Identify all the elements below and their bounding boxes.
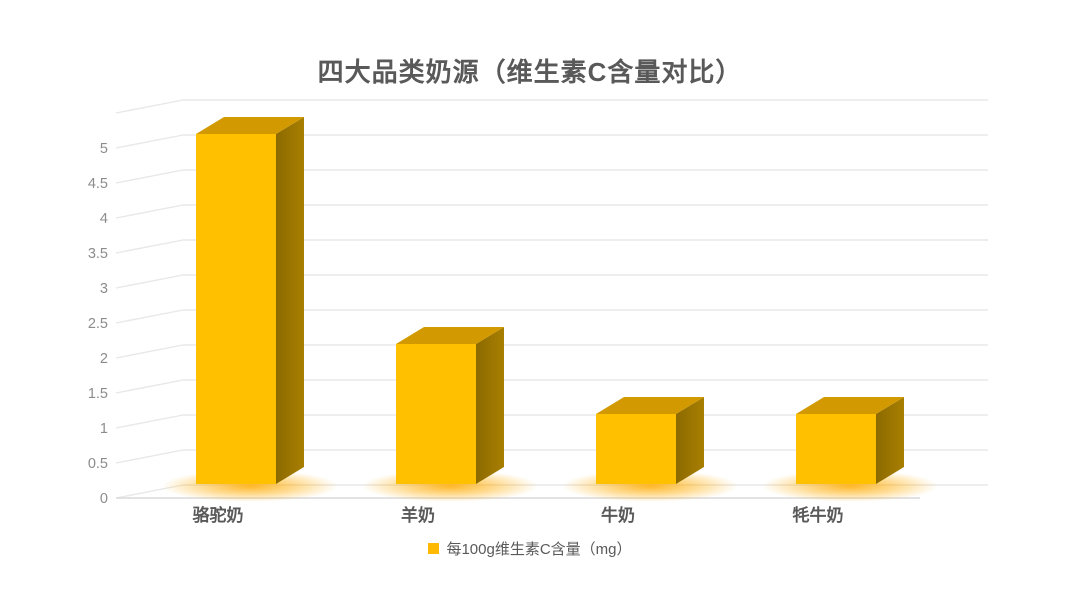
y-tick-label: 2.5	[88, 316, 108, 332]
bar-side-face	[276, 117, 304, 484]
grid-line-diagonal	[115, 379, 184, 394]
y-tick-label: 4.5	[88, 176, 108, 192]
bar-front-face	[596, 414, 676, 484]
grid-line-diagonal	[115, 449, 184, 464]
y-tick-label: 5	[100, 141, 108, 157]
bar-front-face	[396, 344, 476, 484]
x-category-label: 羊奶	[401, 505, 435, 525]
grid-line-diagonal	[115, 414, 184, 429]
grid-line-diagonal	[115, 344, 184, 359]
bar-side-face	[676, 397, 704, 484]
grid-line-diagonal	[115, 274, 184, 289]
y-tick-label: 3	[100, 281, 108, 297]
bar-top-face	[796, 397, 904, 414]
grid-line-diagonal	[115, 134, 184, 149]
grid-line-diagonal	[115, 169, 184, 184]
bar-top-face	[196, 117, 304, 134]
bar-side-face	[476, 327, 504, 484]
grid-line-diagonal	[115, 204, 184, 219]
legend-label: 每100g维生素C含量（mg）	[446, 541, 632, 558]
y-tick-label: 0.5	[88, 456, 108, 472]
x-category-label: 牛奶	[601, 505, 635, 525]
chart-title: 四大品类奶源（维生素C含量对比）	[317, 57, 743, 87]
bar-side-face	[876, 397, 904, 484]
y-tick-label: 2	[100, 351, 108, 367]
y-tick-label: 3.5	[88, 246, 108, 262]
x-category-label: 牦牛奶	[793, 505, 844, 525]
legend-marker-icon	[428, 543, 440, 554]
y-tick-label: 4	[100, 211, 108, 227]
y-tick-label: 1	[100, 421, 108, 437]
y-tick-label: 1.5	[88, 386, 108, 402]
bar-top-face	[396, 327, 504, 344]
grid-line-diagonal	[115, 309, 184, 324]
y-tick-label: 0	[100, 491, 108, 507]
grid-line-diagonal	[115, 239, 184, 254]
grid-line-diagonal	[115, 99, 184, 114]
bar-top-face	[596, 397, 704, 414]
legend: 每100g维生素C含量（mg）	[0, 538, 1060, 559]
bar-front-face	[796, 414, 876, 484]
x-category-label: 骆驼奶	[193, 505, 244, 525]
bar-front-face	[196, 134, 276, 484]
